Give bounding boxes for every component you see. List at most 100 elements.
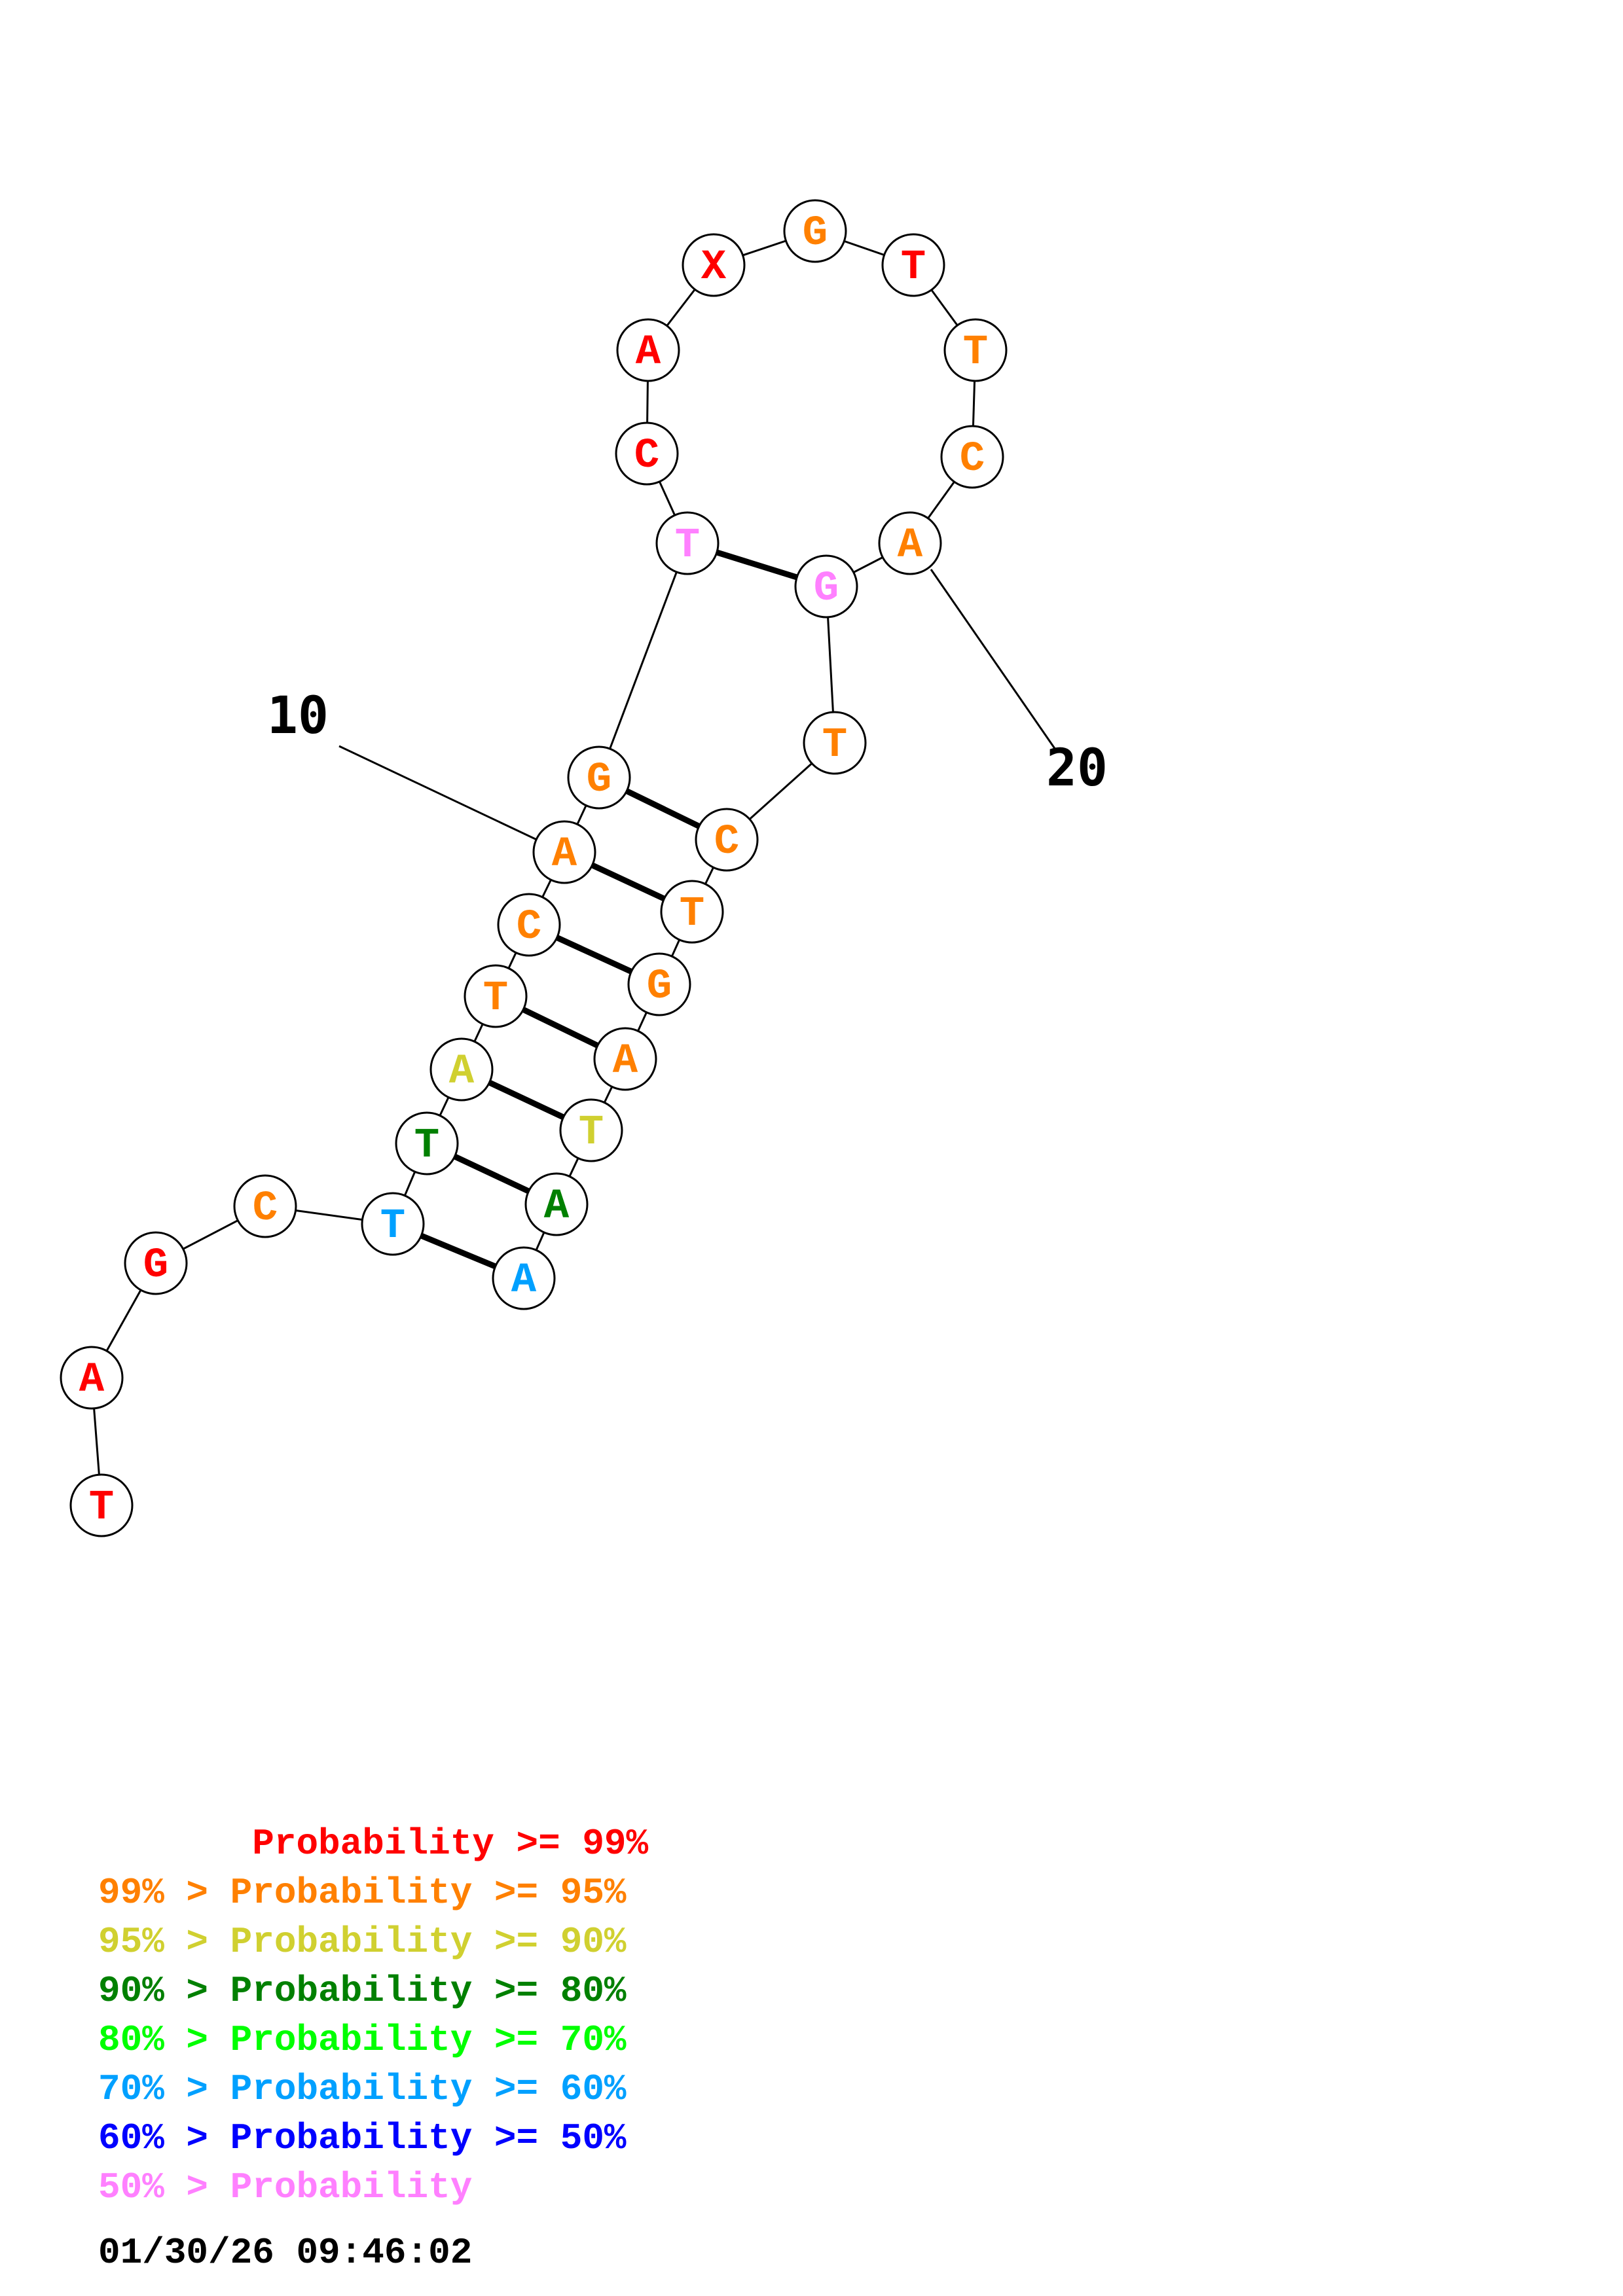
nucleotide: G <box>124 1231 188 1295</box>
legend-entry: 80% > Probability >= 70% <box>98 2019 627 2061</box>
nucleotide: T <box>881 233 945 297</box>
timestamp: 01/30/26 09:46:02 <box>98 2232 473 2274</box>
nucleotide: G <box>783 199 847 263</box>
nucleotide-circle <box>881 233 945 297</box>
backbone-link <box>598 543 689 778</box>
nucleotide-letter: T <box>380 1203 405 1250</box>
nucleotide-letter: T <box>901 244 926 291</box>
legend-entry: Probability >= 99% <box>98 1823 649 1865</box>
nucleotide-circle <box>616 318 680 382</box>
nucleotide-letter: G <box>143 1242 168 1289</box>
nucleotide-letter: T <box>680 891 704 938</box>
nucleotide-circle <box>524 1172 589 1236</box>
index-label-leader <box>930 569 1057 750</box>
nucleotide-circle <box>655 511 720 575</box>
nucleotide-circle <box>682 233 746 297</box>
legend-entry: 60% > Probability >= 50% <box>98 2117 627 2159</box>
nucleotide-letter: G <box>587 757 611 804</box>
nucleotide: A <box>60 1346 124 1410</box>
nucleotide: T <box>803 711 867 775</box>
base-pair-layer <box>392 540 828 1282</box>
legend-entry: 99% > Probability >= 95% <box>98 1872 627 1914</box>
index-label: 20 <box>1046 739 1108 798</box>
legend-entry: 90% > Probability >= 80% <box>98 1970 627 2012</box>
nucleotide: G <box>627 952 691 1016</box>
nucleotide: A <box>593 1027 657 1091</box>
nucleotide: A <box>429 1037 494 1102</box>
probability-legend: Probability >= 99% 99% > Probability >= 9… <box>98 1820 648 2212</box>
nucleotide: A <box>616 318 680 382</box>
nucleotide-letter: T <box>483 975 508 1022</box>
index-label: 10 <box>267 687 329 745</box>
nucleotide-circle <box>794 554 858 619</box>
nucleotide: A <box>532 820 596 884</box>
nucleotide-letter: C <box>960 436 985 483</box>
nucleotide: A <box>492 1246 556 1310</box>
nucleotide-circle <box>429 1037 494 1102</box>
nucleotide: T <box>464 964 528 1028</box>
index-label-layer: 10 20 <box>267 569 1108 841</box>
nucleotide-circle <box>615 422 679 486</box>
nucleotide-circle <box>593 1027 657 1091</box>
nucleotide-letter: C <box>253 1185 278 1232</box>
nucleotide-letter: A <box>552 831 577 878</box>
nucleotide-letter: G <box>647 963 672 1011</box>
nucleotide-letter: X <box>701 244 727 291</box>
index-label-leader <box>338 745 538 841</box>
nucleotide-circle <box>878 511 942 575</box>
nucleotide-letter: C <box>634 433 659 480</box>
nucleotide: C <box>233 1174 297 1238</box>
nucleotide-circle <box>783 199 847 263</box>
nucleotide-circle <box>361 1192 425 1256</box>
nucleotide: T <box>559 1098 623 1162</box>
nucleotide-letter: G <box>803 210 828 257</box>
nucleotide-letter: A <box>636 329 661 376</box>
nucleotide: C <box>695 808 759 872</box>
nucleotide-letter: A <box>449 1049 475 1096</box>
nucleotide-circle <box>497 893 561 957</box>
legend-entry: 70% > Probability >= 60% <box>98 2068 627 2110</box>
nucleotide: T <box>660 880 724 944</box>
nucleotide-letter: T <box>963 329 988 376</box>
nucleotide-circle <box>69 1473 134 1537</box>
nucleotide: A <box>878 511 942 575</box>
nucleotide: C <box>497 893 561 957</box>
nucleotide-circle <box>395 1111 459 1175</box>
nucleotide-circle <box>940 425 1004 489</box>
nucleotide-circle <box>627 952 691 1016</box>
legend-entry: 50% > Probability <box>98 2166 473 2208</box>
nucleotide-circle <box>660 880 724 944</box>
nucleotide: G <box>794 554 858 619</box>
nucleotide: T <box>361 1192 425 1256</box>
nucleotide-letter: T <box>822 722 847 769</box>
nucleotide-letter: G <box>814 565 839 613</box>
nucleotide-letter: A <box>79 1357 105 1404</box>
nucleotide-letter: C <box>517 904 541 951</box>
nucleotide-circle <box>492 1246 556 1310</box>
nucleotide-circle <box>803 711 867 775</box>
nucleotide-letter: A <box>511 1257 537 1304</box>
backbone-layer <box>90 230 977 1506</box>
nucleotide-letter: A <box>544 1183 570 1230</box>
nucleotide-circle <box>464 964 528 1028</box>
nucleotide-letter: T <box>414 1122 439 1170</box>
nucleotide-circle <box>532 820 596 884</box>
nucleotide-circle <box>695 808 759 872</box>
nucleotide-circle <box>124 1231 188 1295</box>
nucleotide: C <box>940 425 1004 489</box>
nucleotide-letter: A <box>898 522 923 569</box>
nucleotide-circle <box>567 745 631 810</box>
nucleotide: T <box>69 1473 134 1537</box>
nucleotide-circle <box>60 1346 124 1410</box>
nucleotide-letter: T <box>89 1484 114 1532</box>
nucleotide: T <box>395 1111 459 1175</box>
nucleotide-circle <box>559 1098 623 1162</box>
nucleotide: A <box>524 1172 589 1236</box>
nucleotide: G <box>567 745 631 810</box>
nucleotide: T <box>655 511 720 575</box>
nucleotide: C <box>615 422 679 486</box>
nucleotide-letter: A <box>613 1038 638 1085</box>
nucleotide-letter: T <box>579 1109 604 1157</box>
